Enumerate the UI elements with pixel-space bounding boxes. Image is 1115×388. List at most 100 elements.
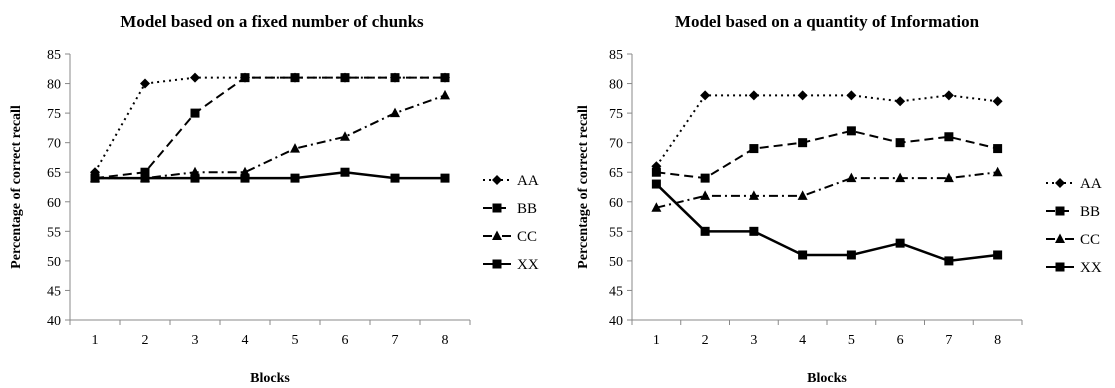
data-point (895, 172, 906, 183)
legend-item-bb: BB (1046, 204, 1100, 220)
series-aa (90, 72, 450, 178)
x-tick-label: 5 (848, 333, 855, 348)
data-point (340, 167, 350, 177)
legend-item-xx: XX (483, 257, 539, 273)
series-xx (651, 179, 1003, 266)
data-point (190, 72, 200, 83)
data-point (944, 132, 954, 142)
x-tick-label: 1 (92, 333, 99, 348)
data-point (748, 190, 759, 200)
x-tick-label: 1 (653, 333, 660, 348)
legend-label: CC (1080, 232, 1100, 248)
legend-marker (1055, 206, 1065, 216)
x-axis-label: Blocks (807, 371, 847, 386)
legend-marker (492, 203, 502, 213)
data-point (749, 226, 759, 236)
data-point (748, 90, 759, 101)
data-point (700, 190, 711, 200)
data-point (992, 166, 1003, 177)
data-point (846, 90, 857, 101)
y-tick-label: 70 (47, 137, 61, 152)
y-tick-label: 80 (609, 78, 623, 93)
legend-item-cc: CC (1046, 232, 1100, 248)
data-point (846, 126, 856, 136)
x-tick-label: 4 (242, 333, 249, 348)
data-point (797, 90, 808, 101)
x-tick-label: 2 (702, 333, 709, 348)
legend-marker (1055, 178, 1065, 188)
series-xx (90, 167, 450, 183)
data-point (290, 73, 300, 83)
y-tick-label: 50 (47, 255, 61, 270)
data-point (290, 173, 300, 183)
data-point (846, 172, 857, 183)
data-point (943, 172, 954, 183)
data-point (440, 73, 450, 83)
data-point (846, 250, 856, 260)
series-aa (651, 90, 1003, 172)
x-tick-label: 3 (192, 333, 199, 348)
series-bb (90, 73, 450, 183)
legend-item-bb: BB (483, 201, 537, 217)
y-tick-label: 80 (47, 78, 61, 93)
legend-item-cc: CC (483, 229, 537, 245)
y-tick-label: 55 (609, 225, 623, 240)
x-tick-label: 5 (292, 333, 299, 348)
data-point (340, 73, 350, 83)
data-point (700, 173, 710, 183)
data-point (651, 179, 661, 189)
data-point (700, 90, 711, 101)
legend-label: BB (1080, 204, 1100, 220)
data-point (190, 108, 200, 118)
data-point (992, 96, 1003, 107)
data-point (700, 226, 710, 236)
data-point (943, 90, 954, 101)
series-line (95, 170, 445, 180)
legend-label: CC (517, 229, 537, 245)
legend-label: XX (517, 257, 539, 273)
y-axis-label: Percentage of correct recall (9, 105, 24, 269)
data-point (140, 167, 150, 177)
chart-title: Model based on a quantity of Information (675, 12, 980, 31)
data-point (440, 173, 450, 183)
data-point (240, 173, 250, 183)
chart-2: Model based on a quantity of Information… (576, 12, 1102, 386)
y-tick-label: 60 (47, 196, 61, 211)
legend-marker (1055, 262, 1065, 272)
y-tick-label: 65 (609, 166, 623, 181)
x-tick-label: 7 (392, 333, 399, 348)
series-line (94, 76, 445, 180)
legend-marker (1055, 233, 1065, 243)
data-point (140, 173, 150, 183)
legend-item-xx: XX (1046, 260, 1102, 276)
data-point (390, 73, 400, 83)
data-point (993, 250, 1003, 260)
data-point (440, 89, 450, 100)
data-point (190, 173, 200, 183)
x-tick-label: 2 (142, 333, 149, 348)
y-tick-label: 85 (609, 48, 623, 63)
legend-item-aa: AA (1046, 176, 1102, 192)
data-point (944, 256, 954, 266)
series-line (655, 183, 998, 263)
data-point (798, 250, 808, 260)
legend-marker (492, 230, 502, 240)
x-tick-label: 8 (994, 333, 1001, 348)
y-tick-label: 70 (609, 137, 623, 152)
data-point (390, 173, 400, 183)
y-tick-label: 45 (609, 284, 623, 299)
x-tick-label: 6 (342, 333, 349, 348)
data-point (390, 107, 400, 118)
y-tick-label: 60 (609, 196, 623, 211)
data-point (895, 238, 905, 248)
legend-marker (492, 175, 502, 185)
y-axis-label: Percentage of correct recall (576, 105, 591, 269)
y-tick-label: 50 (609, 255, 623, 270)
series-line (656, 129, 998, 180)
series-bb (651, 126, 1003, 183)
series-cc (651, 166, 1003, 212)
data-point (290, 143, 300, 153)
x-axis-label: Blocks (250, 371, 290, 386)
data-point (651, 167, 661, 177)
x-tick-label: 7 (945, 333, 952, 348)
